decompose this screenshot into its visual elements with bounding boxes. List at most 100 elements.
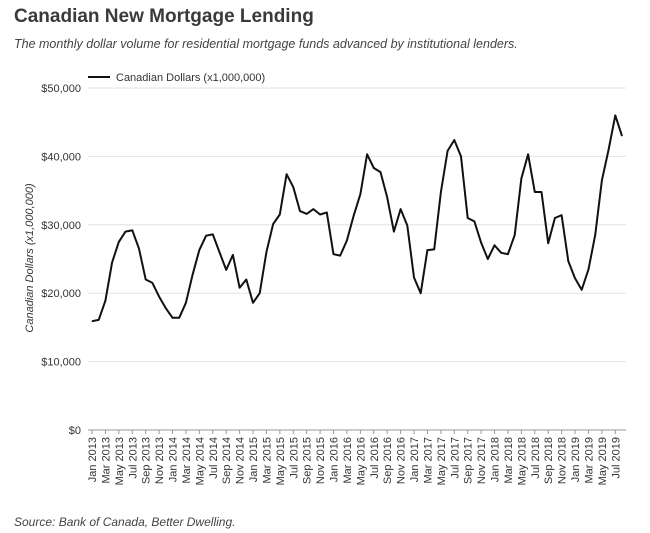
data-point xyxy=(319,214,321,215)
data-point xyxy=(192,274,194,276)
data-point xyxy=(359,193,361,195)
data-point xyxy=(339,255,341,257)
data-point xyxy=(494,244,495,246)
data-point xyxy=(520,177,522,179)
x-tick-label: Mar 2018 xyxy=(503,437,515,483)
data-point xyxy=(420,292,422,294)
data-point xyxy=(346,240,348,241)
data-point xyxy=(447,150,449,152)
x-tick-label: Jul 2015 xyxy=(288,437,300,479)
x-tick-label: Nov 2017 xyxy=(476,437,488,484)
x-tick-label: Jul 2019 xyxy=(610,437,622,479)
data-point xyxy=(413,277,415,278)
data-point xyxy=(232,254,234,256)
x-tick-label: Sep 2016 xyxy=(382,437,394,484)
data-point xyxy=(272,223,274,225)
x-tick-label: Jan 2018 xyxy=(490,437,502,482)
legend-label: Canadian Dollars (x1,000,000) xyxy=(116,72,265,84)
data-point xyxy=(138,248,140,250)
data-point xyxy=(212,233,214,235)
x-tick-label: Nov 2014 xyxy=(235,437,247,484)
x-tick-label: Jul 2016 xyxy=(369,437,381,479)
y-axis-ticks: $0 $10,000 $20,000 $30,000 $40,000 $50,000 xyxy=(41,83,81,437)
y-axis-label: Canadian Dollars (x1,000,000) xyxy=(24,183,36,333)
x-tick-label: Sep 2014 xyxy=(221,437,233,484)
data-point xyxy=(393,231,395,233)
x-tick-label: Nov 2015 xyxy=(315,437,327,484)
y-tick-label: $50,000 xyxy=(41,83,81,95)
data-point xyxy=(400,208,402,210)
data-point xyxy=(386,196,388,198)
x-tick-label: Mar 2013 xyxy=(100,437,112,483)
data-point xyxy=(299,210,301,212)
data-point xyxy=(158,296,160,298)
x-tick-label: May 2014 xyxy=(194,437,206,485)
data-point xyxy=(541,191,542,193)
data-point xyxy=(366,153,368,155)
data-point xyxy=(333,253,334,255)
x-tick-label: Jan 2017 xyxy=(409,437,421,482)
data-point xyxy=(91,320,93,322)
data-point xyxy=(581,289,583,291)
x-tick-label: Jul 2014 xyxy=(208,437,220,479)
data-point xyxy=(601,179,603,181)
data-point xyxy=(426,249,428,251)
data-point xyxy=(111,261,113,263)
data-point xyxy=(145,279,147,280)
data-point xyxy=(98,319,100,321)
data-point xyxy=(185,302,187,304)
x-tick-label: Mar 2019 xyxy=(583,437,595,483)
chart-subtitle: The monthly dollar volume for residentia… xyxy=(14,37,518,51)
data-point xyxy=(104,300,106,302)
series-line xyxy=(91,114,623,323)
data-point xyxy=(507,253,509,255)
x-tick-label: May 2019 xyxy=(597,437,609,485)
y-tick-label: $10,000 xyxy=(41,357,81,369)
x-tick-label: May 2013 xyxy=(114,437,126,485)
x-tick-label: Sep 2017 xyxy=(463,437,475,484)
data-point xyxy=(151,282,153,284)
x-tick-label: Jan 2014 xyxy=(168,437,180,482)
x-tick-label: Mar 2017 xyxy=(422,437,434,483)
data-point xyxy=(473,220,475,222)
x-tick-label: Jul 2013 xyxy=(127,437,139,479)
data-point xyxy=(286,173,288,175)
data-point xyxy=(205,235,207,237)
data-point xyxy=(480,242,482,244)
x-tick-label: Jul 2018 xyxy=(530,437,542,479)
data-point xyxy=(312,208,314,210)
x-tick-label: Mar 2016 xyxy=(342,437,354,483)
x-tick-label: Nov 2016 xyxy=(396,437,408,484)
data-point xyxy=(178,317,180,319)
data-point xyxy=(460,155,462,157)
data-point xyxy=(433,248,435,250)
data-point xyxy=(245,279,247,280)
data-point xyxy=(353,215,355,217)
data-point xyxy=(326,212,328,213)
data-point xyxy=(621,135,623,137)
data-point xyxy=(373,167,375,169)
x-tick-label: Jan 2013 xyxy=(87,437,99,482)
y-tick-label: $20,000 xyxy=(41,288,81,300)
x-tick-label: Mar 2014 xyxy=(181,437,193,483)
data-point xyxy=(118,241,120,243)
data-point xyxy=(198,249,200,251)
y-tick-label: $40,000 xyxy=(41,151,81,163)
gridlines xyxy=(88,87,626,431)
data-point xyxy=(554,217,556,219)
data-point xyxy=(527,153,529,155)
x-tick-label: Jul 2017 xyxy=(449,437,461,479)
data-point xyxy=(259,292,261,294)
data-point xyxy=(265,251,267,253)
x-tick-label: Jan 2016 xyxy=(329,437,341,482)
data-point xyxy=(567,260,569,262)
series-lines xyxy=(91,114,623,323)
data-point xyxy=(561,214,563,216)
x-tick-label: Jan 2019 xyxy=(570,437,582,482)
data-point xyxy=(125,231,126,233)
y-tick-label: $30,000 xyxy=(41,220,81,232)
legend: Canadian Dollars (x1,000,000) xyxy=(88,72,265,84)
data-point xyxy=(440,191,442,193)
data-point xyxy=(380,171,381,173)
